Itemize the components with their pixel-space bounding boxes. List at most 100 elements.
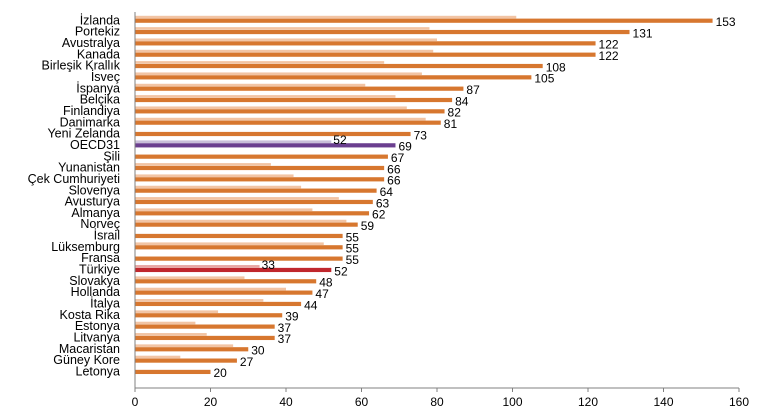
value-label-5: 105: [534, 72, 554, 86]
x-tick-label-5: 100: [502, 395, 522, 409]
value-label-2: 122: [599, 38, 619, 52]
value-label-16: 63: [376, 196, 390, 210]
bar-current-0: [135, 18, 713, 23]
value-label-0: 153: [716, 15, 736, 29]
bar-previous-13: [135, 163, 271, 166]
bar-current-24: [135, 290, 313, 295]
bar-current-14: [135, 177, 385, 182]
value-label-1: 131: [633, 26, 653, 40]
bars-layer: [135, 15, 713, 375]
bar-current-20: [135, 245, 343, 250]
bar-previous-5: [135, 72, 422, 76]
value-label-8: 82: [448, 106, 462, 120]
bar-current-2: [135, 41, 596, 46]
category-label-21: Fransa: [81, 251, 120, 265]
x-tick-label-0: 0: [132, 395, 139, 409]
x-tick-label-4: 80: [430, 395, 444, 409]
category-label-27: Estonya: [75, 319, 120, 333]
bar-current-17: [135, 211, 370, 216]
bar-previous-29: [135, 344, 234, 347]
category-label-29: Macaristan: [59, 342, 120, 356]
value-label-31: 20: [214, 366, 228, 380]
bar-previous-18: [135, 219, 347, 223]
value-label-27: 37: [278, 321, 292, 335]
category-label-5: İsveç: [91, 70, 120, 84]
x-tick-label-6: 120: [578, 395, 598, 409]
category-label-28: Litvanya: [73, 331, 120, 345]
bar-previous-23: [135, 276, 245, 279]
bar-current-22: [135, 267, 332, 273]
bar-previous-16: [135, 197, 339, 200]
bar-previous-14: [135, 174, 294, 178]
bar-previous-11: [135, 140, 332, 144]
bar-previous-3: [135, 49, 434, 53]
category-label-30: Güney Kore: [53, 353, 120, 367]
bar-current-23: [135, 279, 317, 284]
bar-current-12: [135, 154, 388, 159]
previous-value-label-22: 33: [262, 258, 276, 272]
value-label-25: 44: [304, 298, 318, 312]
category-label-2: Avustralya: [62, 36, 120, 50]
bar-current-8: [135, 109, 445, 114]
bar-current-4: [135, 63, 543, 69]
value-label-11: 69: [398, 140, 412, 154]
bar-previous-15: [135, 185, 302, 189]
category-label-10: Yeni Zelanda: [47, 127, 120, 141]
bar-current-31: [135, 369, 211, 375]
value-label-17: 62: [372, 208, 386, 222]
value-label-18: 59: [361, 219, 375, 233]
value-label-26: 39: [285, 310, 299, 324]
bar-current-7: [135, 97, 453, 103]
value-label-3: 122: [599, 49, 619, 63]
bar-current-9: [135, 120, 441, 125]
bar-current-13: [135, 165, 385, 171]
x-tick-label-7: 140: [653, 395, 673, 409]
bar-previous-6: [135, 83, 366, 87]
bar-previous-20: [135, 242, 324, 245]
bar-current-5: [135, 75, 532, 80]
value-label-29: 30: [251, 344, 265, 358]
bar-previous-7: [135, 95, 396, 98]
category-label-23: Slovakya: [69, 274, 120, 288]
bar-previous-25: [135, 299, 264, 302]
bar-current-21: [135, 256, 343, 261]
value-label-13: 66: [387, 162, 401, 176]
bar-current-27: [135, 324, 275, 329]
bar-previous-4: [135, 61, 385, 64]
x-tick-label-3: 60: [355, 395, 369, 409]
bar-current-19: [135, 233, 343, 239]
category-label-25: İtalya: [90, 297, 120, 311]
category-label-9: Danimarka: [60, 115, 120, 129]
bar-previous-9: [135, 117, 426, 121]
bar-previous-17: [135, 208, 313, 212]
value-label-9: 81: [444, 117, 458, 131]
category-label-14: Çek Cumhuriyeti: [28, 172, 120, 186]
x-tick-label-8: 160: [729, 395, 749, 409]
x-tick-label-2: 40: [279, 395, 293, 409]
value-label-28: 37: [278, 332, 292, 346]
value-label-14: 66: [387, 174, 401, 188]
category-label-3: Kanada: [77, 47, 120, 61]
bar-current-15: [135, 188, 377, 193]
category-label-8: Finlandiya: [63, 104, 120, 118]
bar-current-11: [135, 143, 396, 148]
bar-current-10: [135, 131, 411, 137]
value-label-10: 73: [414, 128, 428, 142]
bar-current-25: [135, 301, 302, 307]
value-label-20: 55: [346, 242, 360, 256]
category-label-18: Norveç: [80, 217, 120, 231]
category-labels: İzlandaPortekizAvustralyaKanadaBirleşik …: [28, 13, 121, 378]
value-label-23: 48: [319, 276, 333, 290]
category-label-0: İzlanda: [80, 13, 120, 27]
value-label-30: 27: [240, 355, 254, 369]
bar-current-28: [135, 335, 275, 341]
bar-current-26: [135, 313, 283, 318]
bar-previous-24: [135, 287, 286, 291]
x-axis: 0 20 40 60 80 100 120 140 160: [132, 12, 749, 409]
bar-previous-0: [135, 15, 517, 19]
bar-current-18: [135, 222, 358, 227]
category-label-15: Slovenya: [69, 183, 120, 197]
category-label-13: Yunanistan: [58, 161, 120, 175]
category-label-19: İsrail: [94, 229, 120, 243]
